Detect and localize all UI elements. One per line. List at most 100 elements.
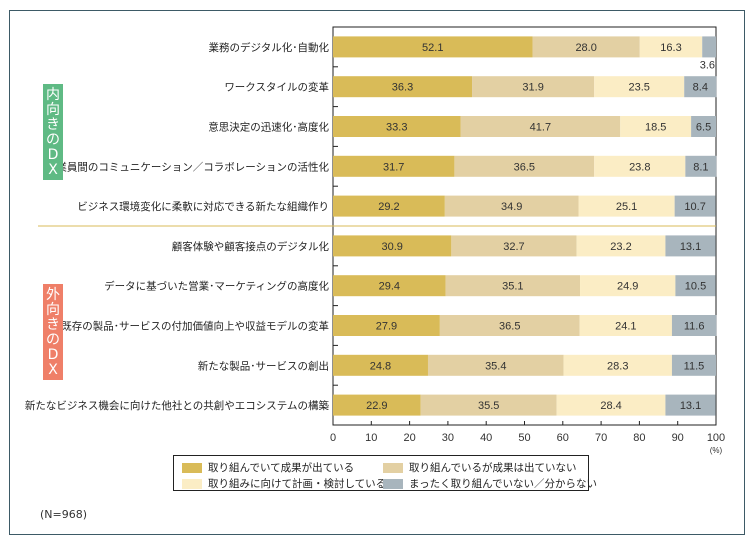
bar-segment <box>333 275 446 297</box>
data-label: 24.8 <box>370 360 391 372</box>
x-tick-label: 50 <box>518 432 530 444</box>
data-label: 8.1 <box>693 161 708 173</box>
data-label: 6.5 <box>696 122 711 134</box>
bar-segment <box>579 315 672 336</box>
data-label: 29.4 <box>379 281 400 293</box>
data-label: 31.7 <box>383 161 404 173</box>
group-tag-char: き <box>46 317 60 333</box>
group-tag-char: 向 <box>46 102 60 118</box>
category-label: 従業員間のコミュニケーション／コラボレーションの活性化 <box>46 160 330 173</box>
data-label: 8.4 <box>693 82 708 94</box>
data-label: 28.3 <box>607 360 628 372</box>
data-label: 35.1 <box>502 281 523 293</box>
legend: 取り組んでいて成果が出ている 取り組んでいるが成果は出ていない取り組みに向けて計画… <box>173 455 597 491</box>
category-label: 新たな製品･サービスの創出 <box>198 359 329 372</box>
group-tag-char: き <box>46 117 60 133</box>
data-label: 52.1 <box>422 42 443 54</box>
category-label: ワークスタイルの変革 <box>224 81 329 94</box>
legend-item: 取り組んでいて成果が出ている <box>182 460 354 475</box>
x-tick-label: 100 <box>707 432 725 444</box>
bar-segment <box>333 354 428 376</box>
data-label: 36.5 <box>499 321 520 333</box>
group-tag-char: D <box>47 347 59 363</box>
data-label: 22.9 <box>366 400 387 412</box>
group-tag-char: 外 <box>46 287 60 303</box>
legend-swatch <box>182 462 202 473</box>
legend-label: 取り組んでいるが成果は出ていない <box>409 462 577 474</box>
bar-segment <box>691 116 716 137</box>
x-tick-label: 80 <box>633 432 645 444</box>
category-label: 既存の製品･サービスの付加価値向上や収益モデルの変革 <box>61 320 329 333</box>
bar-segment <box>333 315 440 336</box>
x-tick-label: 30 <box>442 432 454 444</box>
bar-segment <box>427 354 564 376</box>
category-label: 意思決定の迅速化･高度化 <box>208 121 329 134</box>
legend-label: 取り組んでいて成果が出ている <box>208 462 355 474</box>
data-label: 32.7 <box>503 241 524 253</box>
bar-segment <box>578 195 675 217</box>
bar-segment <box>439 315 580 336</box>
data-label: 13.1 <box>680 241 701 253</box>
x-tick-label: 90 <box>672 432 684 444</box>
x-tick-label: 40 <box>480 432 492 444</box>
bar-segment <box>333 76 473 98</box>
sample-size-note: (N=968) <box>40 508 88 521</box>
bar-segment <box>333 116 461 137</box>
group-tag-char: の <box>46 332 60 348</box>
group-tag-char: X <box>48 162 58 178</box>
data-label: 18.5 <box>645 122 666 134</box>
x-tick-label: 70 <box>595 432 607 444</box>
category-label: 新たなビジネス機会に向けた他社との共創やエコシステムの構築 <box>25 399 330 412</box>
group-tag-char: 向 <box>46 302 60 318</box>
bar-segment <box>454 155 595 177</box>
legend-swatch <box>383 478 403 489</box>
chart-frame <box>9 10 745 535</box>
legend-item: 取り組みに向けて計画・検討している <box>182 476 386 491</box>
bar-segment <box>684 76 717 98</box>
bar-segment <box>451 235 577 257</box>
x-tick-label: 10 <box>365 432 377 444</box>
bar-segment <box>563 354 672 376</box>
data-label: 16.3 <box>660 42 681 54</box>
bar-segment <box>576 235 666 257</box>
bar-segment <box>639 36 703 58</box>
data-label: 35.4 <box>485 360 506 372</box>
data-label: 30.9 <box>381 241 402 253</box>
group-tag-char: D <box>47 147 59 163</box>
data-label: 24.1 <box>615 321 636 333</box>
bar-segment <box>444 195 579 217</box>
bar-segment <box>420 394 557 416</box>
group-tag-char: X <box>48 362 58 378</box>
x-tick-label: 20 <box>403 432 415 444</box>
bar-segment <box>532 36 640 58</box>
bar-segment <box>674 195 716 217</box>
legend-swatch <box>383 462 403 473</box>
data-label: 28.4 <box>600 400 621 412</box>
legend-item: まったく取り組んでいない／分からない <box>383 476 597 491</box>
data-label: 31.9 <box>522 82 543 94</box>
bar-segment <box>675 275 716 297</box>
x-tick-label: 0 <box>330 432 336 444</box>
legend-label: 取り組みに向けて計画・検討している <box>208 478 387 490</box>
bar-segment <box>333 195 445 217</box>
data-label: 35.5 <box>478 400 499 412</box>
bar-segment <box>333 36 533 58</box>
bar-segment <box>333 394 421 416</box>
legend-item: 取り組んでいるが成果は出ていない <box>383 460 576 475</box>
data-label: 3.6 <box>700 59 715 71</box>
bar-segment <box>665 394 716 416</box>
data-label: 27.9 <box>376 321 397 333</box>
category-label: 顧客体験や顧客接点のデジタル化 <box>172 240 330 253</box>
category-label: ビジネス環境変化に柔軟に対応できる新たな組織作り <box>77 200 329 213</box>
x-unit-label: (%) <box>710 446 723 455</box>
bar-segment <box>460 116 621 137</box>
group-tag-char: の <box>46 132 60 148</box>
data-label: 23.5 <box>628 82 649 94</box>
bar-segment <box>556 394 666 416</box>
bar-segment <box>594 155 686 177</box>
data-label: 10.7 <box>684 201 705 213</box>
data-label: 23.2 <box>610 241 631 253</box>
